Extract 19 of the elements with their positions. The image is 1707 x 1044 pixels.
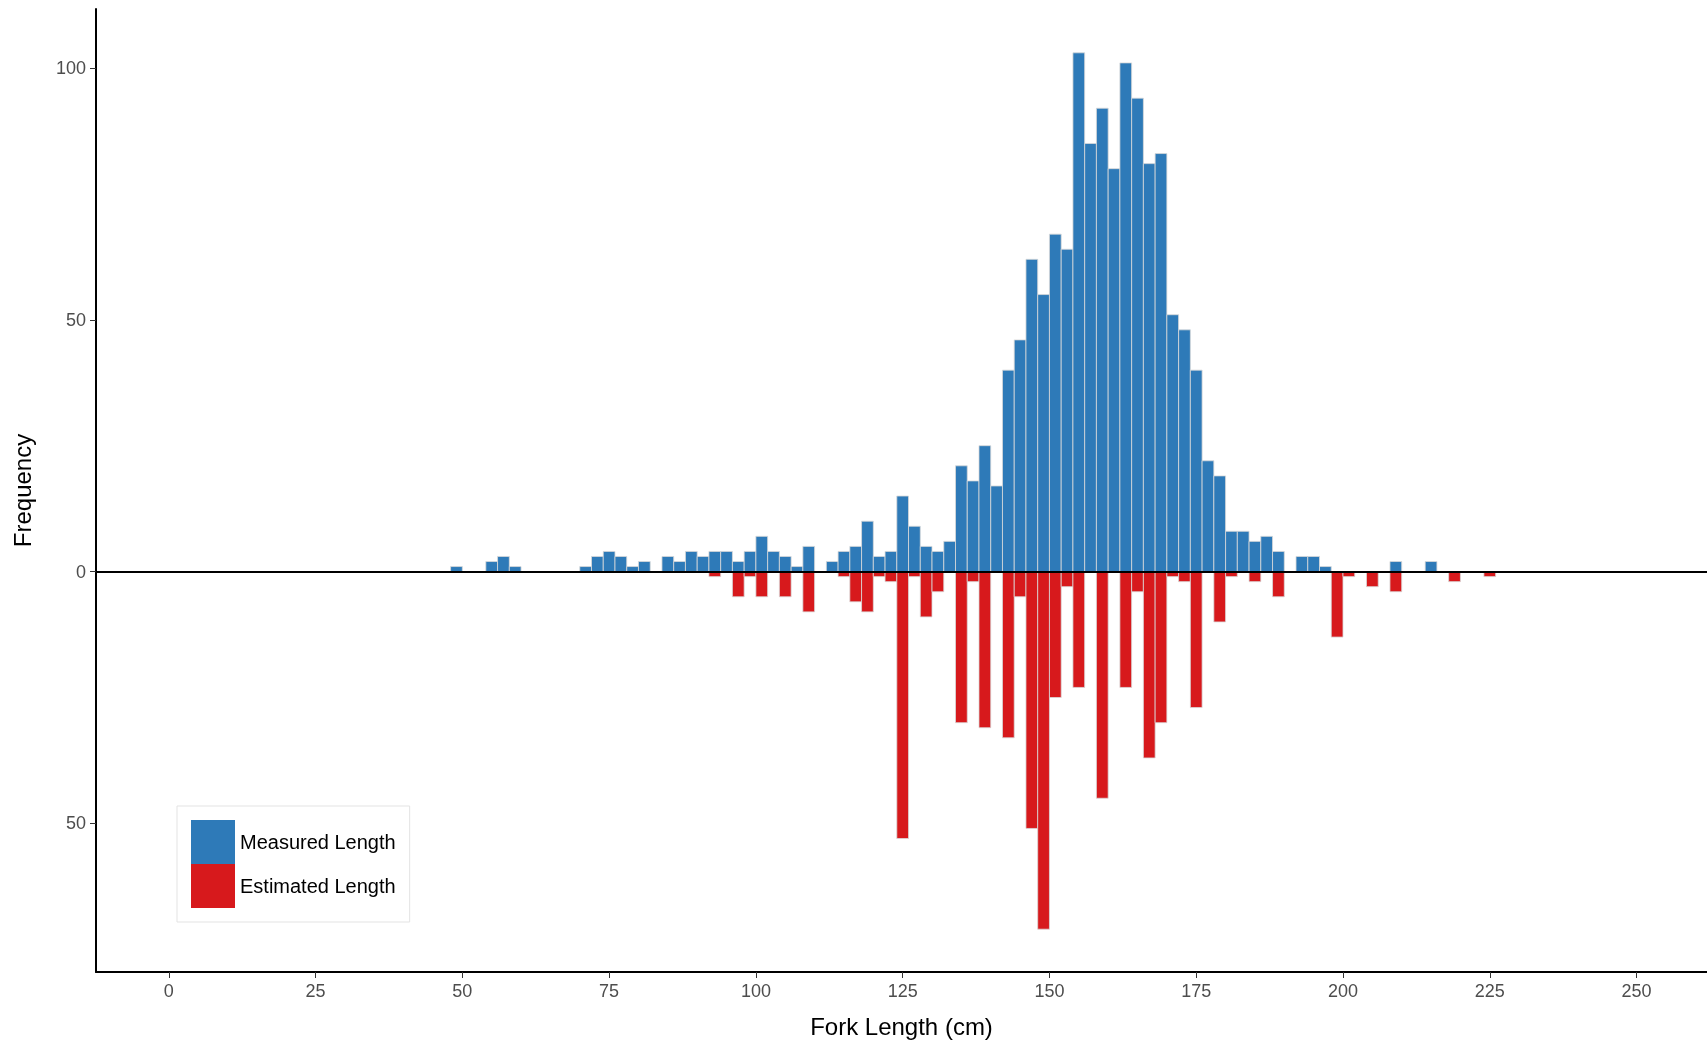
y-tick-label: 50 xyxy=(65,813,86,834)
x-axis-title: Fork Length (cm) xyxy=(810,1012,993,1040)
x-tick-label: 75 xyxy=(599,981,620,1001)
y-tick-label: 100 xyxy=(55,57,86,78)
x-tick-label: 150 xyxy=(1034,981,1065,1001)
legend-label: Measured Length xyxy=(240,831,396,853)
x-tick-label: 0 xyxy=(163,981,174,1001)
x-tick-label: 250 xyxy=(1621,981,1652,1001)
legend-label: Estimated Length xyxy=(240,875,396,897)
x-tick-label: 225 xyxy=(1474,981,1505,1001)
x-tick-label: 50 xyxy=(452,981,473,1001)
x-tick-label: 175 xyxy=(1181,981,1212,1001)
y-tick-label: 50 xyxy=(65,309,86,330)
x-tick-label: 100 xyxy=(740,981,771,1001)
x-tick-label: 25 xyxy=(305,981,326,1001)
y-tick-label: 0 xyxy=(75,561,86,582)
x-tick-label: 200 xyxy=(1327,981,1359,1001)
x-tick-label: 125 xyxy=(887,981,918,1001)
y-axis-title: Frequency xyxy=(8,433,36,548)
